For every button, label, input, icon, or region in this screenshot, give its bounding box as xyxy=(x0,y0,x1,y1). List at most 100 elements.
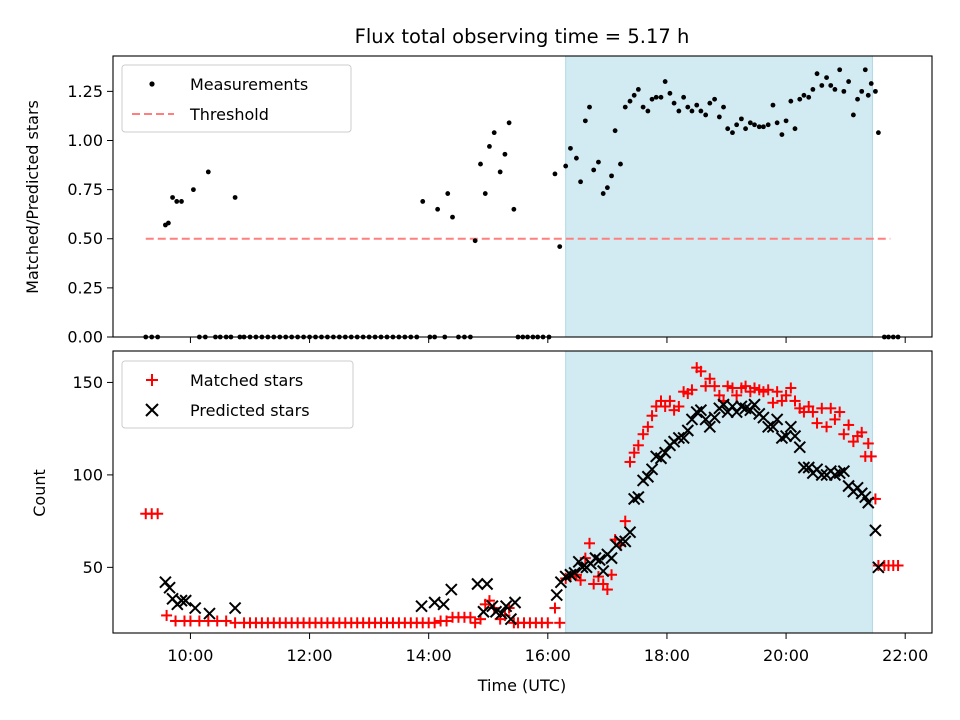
bottom-ytick-label: 100 xyxy=(72,465,103,484)
matched-star-point xyxy=(847,436,859,448)
predicted-star-point xyxy=(175,594,188,607)
matched-star-point xyxy=(785,382,797,394)
measurement-point xyxy=(801,92,807,98)
top-ytick-label: 1.25 xyxy=(67,82,103,101)
measurement-point xyxy=(725,126,731,132)
predicted-star-point xyxy=(576,561,589,574)
measurement-point xyxy=(703,112,709,118)
legend-measurements-marker xyxy=(149,81,155,87)
measurement-point xyxy=(179,199,184,204)
measurement-point xyxy=(582,118,588,124)
predicted-star-point xyxy=(837,464,851,478)
measurement-point xyxy=(756,124,762,130)
legend-threshold-label: Threshold xyxy=(189,105,269,124)
matched-star-point xyxy=(749,382,761,394)
bottom-ytick-label: 150 xyxy=(72,373,103,392)
measurement-point xyxy=(868,81,874,86)
measurement-point xyxy=(685,104,691,110)
measurement-point xyxy=(837,67,843,73)
predicted-star-point xyxy=(188,601,202,615)
predicted-star-point xyxy=(593,553,606,567)
bottom-y-axis-label: Count xyxy=(30,469,49,517)
predicted-star-point xyxy=(477,605,490,618)
measurement-point xyxy=(824,75,829,81)
measurement-point xyxy=(472,238,478,244)
measurement-point xyxy=(712,96,717,102)
bottom-xtick-label: 16:00 xyxy=(525,646,571,665)
matched-star-point xyxy=(628,447,640,459)
matched-star-point xyxy=(642,421,654,433)
top-ytick-label: 0.25 xyxy=(67,278,103,297)
predicted-star-point xyxy=(641,470,655,483)
matched-star-point xyxy=(588,578,600,590)
predicted-star-point xyxy=(504,612,518,626)
matched-star-point xyxy=(789,395,801,407)
top-ytick-label: 0.50 xyxy=(67,229,103,248)
matched-star-point xyxy=(441,615,453,627)
measurement-point xyxy=(600,191,606,196)
measurement-point xyxy=(165,220,171,226)
top-ytick-label: 0.00 xyxy=(67,328,103,347)
measurement-point xyxy=(649,96,655,102)
predicted-star-point xyxy=(658,446,672,459)
predicted-star-point xyxy=(681,424,694,437)
predicted-star-point xyxy=(619,535,632,548)
measurement-point xyxy=(743,126,748,132)
measurement-point xyxy=(770,102,776,108)
matched-star-point xyxy=(825,402,837,414)
bottom-y-axis: 50 100 150 xyxy=(72,373,113,577)
predicted-star-point xyxy=(480,577,494,591)
measurement-point xyxy=(435,206,441,212)
measurement-point xyxy=(797,96,803,102)
bottom-plot-frame xyxy=(112,350,933,634)
predicted-star-point xyxy=(163,581,176,594)
predicted-star-point xyxy=(677,431,690,445)
measurement-point xyxy=(765,122,771,128)
matched-star-point xyxy=(673,400,685,412)
measurement-point xyxy=(622,104,628,110)
bottom-panel: 50 100 150 10:00 12:00 14:00 16:00 18:00 20:00 2… xyxy=(30,350,933,695)
matched-star-point xyxy=(632,439,644,451)
predicted-star-point xyxy=(415,599,428,613)
predicted-star-point xyxy=(614,535,627,548)
measurement-point xyxy=(578,179,583,185)
bottom-xtick-label: 12:00 xyxy=(287,646,333,665)
legend-measurements-label: Measurements xyxy=(190,75,308,94)
matched-star-point xyxy=(601,584,613,596)
matched-star-point xyxy=(220,615,232,627)
measurement-point xyxy=(497,169,503,175)
predicted-star-point xyxy=(499,599,513,613)
measurement-point xyxy=(568,145,573,151)
matched-star-point xyxy=(803,400,815,412)
top-plot-frame xyxy=(112,55,933,338)
matched-star-point xyxy=(722,380,734,392)
top-y-axis-label: Matched/Predicted stars xyxy=(23,100,42,294)
bottom-x-axis: 10:00 12:00 14:00 16:00 18:00 20:00 22:00 xyxy=(167,633,928,665)
measurement-point xyxy=(170,195,175,200)
predicted-star-point xyxy=(788,429,802,443)
matched-star-point xyxy=(767,397,779,409)
measurement-point xyxy=(587,104,592,110)
predicted-star-point xyxy=(766,420,780,434)
predicted-stars-series xyxy=(159,398,885,626)
measurement-point xyxy=(482,191,488,196)
measurement-point xyxy=(783,118,789,124)
top-y-axis: 0.00 0.25 0.50 0.75 1.00 1.25 xyxy=(67,82,113,347)
matched-star-point xyxy=(838,428,850,440)
matched-star-point xyxy=(780,389,792,401)
measurement-point xyxy=(635,87,641,92)
predicted-star-point xyxy=(645,463,659,476)
top-legend: Measurements Threshold xyxy=(121,64,352,133)
predicted-star-point xyxy=(508,596,522,609)
predicted-star-point xyxy=(597,564,610,578)
measurement-point xyxy=(716,114,722,120)
measurement-point xyxy=(689,108,695,114)
matched-star-point xyxy=(464,611,476,623)
matched-star-point xyxy=(637,428,649,440)
predicted-star-point xyxy=(471,577,484,591)
matched-star-point xyxy=(757,386,769,398)
measurement-point xyxy=(792,126,798,132)
measurement-point xyxy=(747,120,753,126)
measurement-point xyxy=(502,151,508,157)
